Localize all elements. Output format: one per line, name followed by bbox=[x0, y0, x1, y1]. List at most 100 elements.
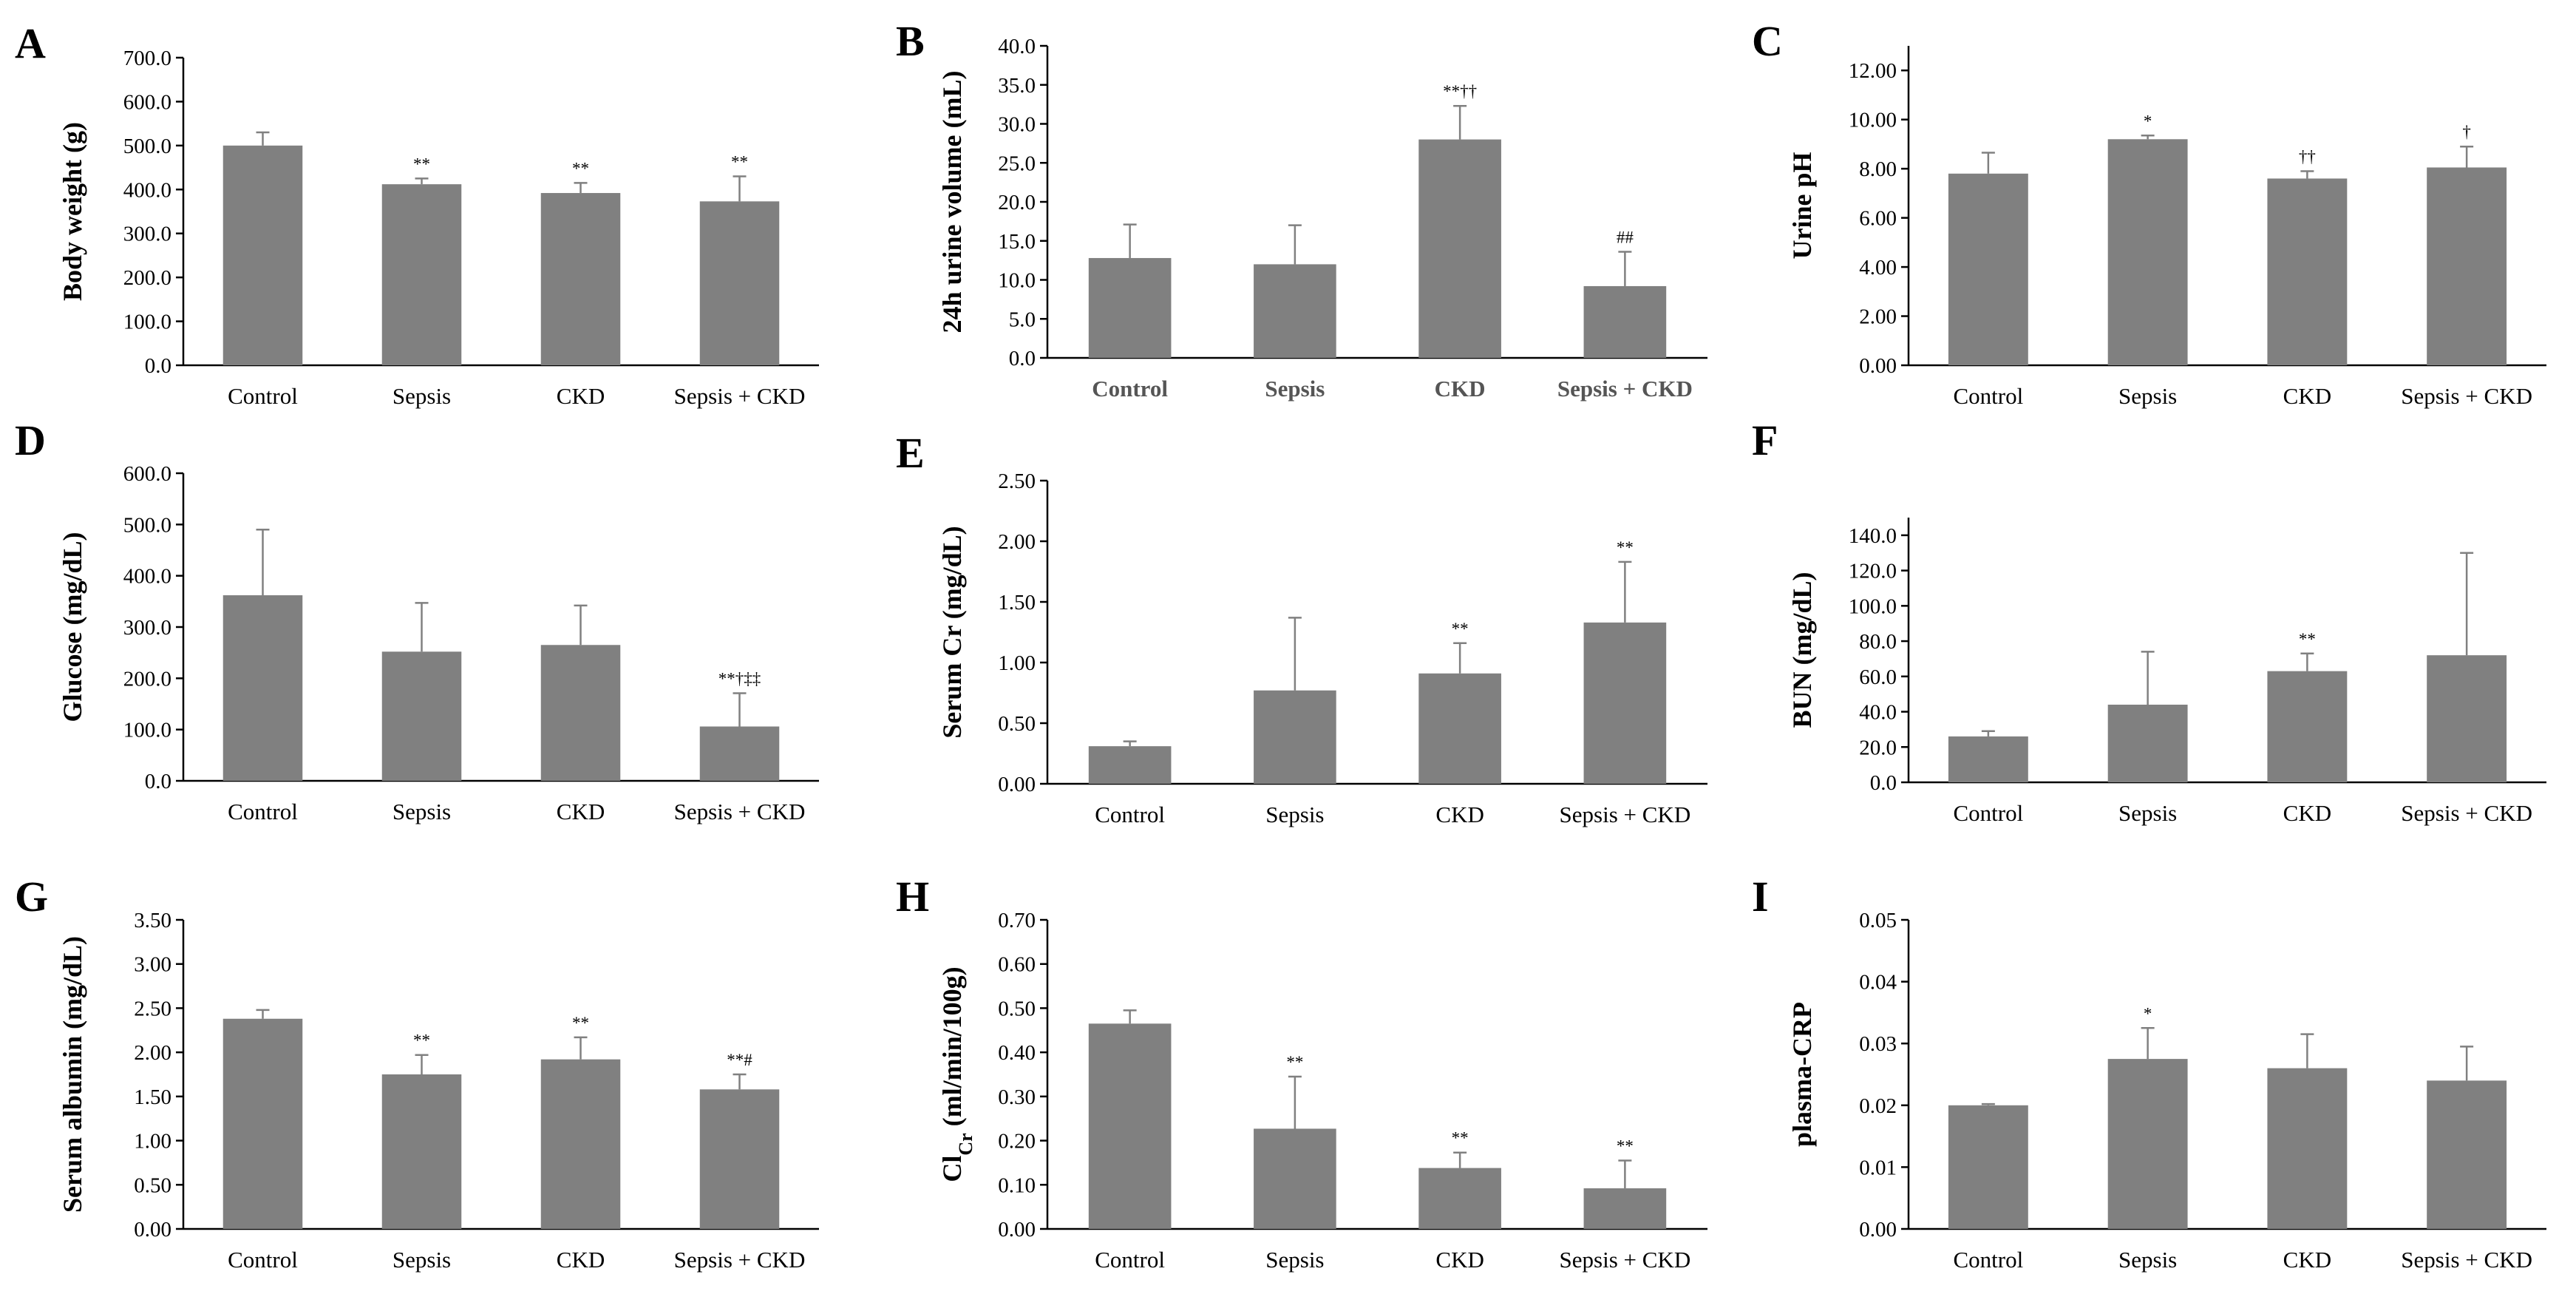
panel-a-bar-0 bbox=[222, 145, 303, 365]
panel-c-ytick-label: 10.00 bbox=[1849, 109, 1897, 132]
panel-i-significance-1: * bbox=[2144, 1004, 2152, 1023]
panel-a-ytick-label: 500.0 bbox=[123, 135, 171, 158]
panel-d-ylabel: Glucose (mg/dL) bbox=[58, 532, 87, 722]
panel-h-ytick-label: 0.70 bbox=[998, 909, 1036, 932]
panel-i-bar-3 bbox=[2427, 1080, 2507, 1229]
panel-i-bar-0 bbox=[1948, 1105, 2028, 1229]
panel-b-category-label-2: CKD bbox=[1435, 376, 1486, 402]
panel-h-significance-3: ** bbox=[1617, 1137, 1634, 1155]
panel-h-ytick-label: 0.00 bbox=[998, 1218, 1036, 1242]
panel-f-ytick-label: 140.0 bbox=[1849, 524, 1897, 548]
panel-d-significance-3: **†‡‡ bbox=[718, 669, 761, 688]
panel-d-bar-2 bbox=[540, 645, 621, 781]
panel-d-category-label-0: Control bbox=[228, 799, 298, 824]
panel-b-category-label-1: Sepsis bbox=[1265, 376, 1325, 402]
panel-c-bar-1 bbox=[2107, 139, 2188, 365]
panel-f-category-label-2: CKD bbox=[2283, 800, 2331, 826]
panel-e-ytick-label: 1.50 bbox=[998, 591, 1036, 614]
panel-a-ylabel: Body weight (g) bbox=[58, 122, 87, 301]
panel-c-ylabel: Urine pH bbox=[1787, 152, 1817, 259]
panel-b-ytick-label: 0.0 bbox=[1009, 347, 1036, 370]
panel-a-category-label-0: Control bbox=[228, 383, 298, 409]
panel-d-ytick-label: 500.0 bbox=[123, 513, 171, 537]
panel-b-ylabel: 24h urine volume (mL) bbox=[937, 71, 967, 333]
panel-e-bar-3 bbox=[1583, 622, 1667, 784]
panel-g-ylabel: Serum albumin (mg/dL) bbox=[58, 936, 87, 1213]
panel-f-significance-2: ** bbox=[2299, 630, 2316, 648]
panel-b-ytick-label: 35.0 bbox=[998, 74, 1036, 98]
panel-e-significance-3: ** bbox=[1617, 538, 1634, 557]
panel-b-category-label-0: Control bbox=[1092, 376, 1168, 402]
panel-a-bar-3 bbox=[699, 201, 780, 365]
panel-b-ytick-label: 40.0 bbox=[998, 35, 1036, 58]
panel-e-category-label-1: Sepsis bbox=[1265, 802, 1324, 827]
panel-d-bar-3 bbox=[699, 726, 780, 781]
panel-f-letter: F bbox=[1752, 416, 1778, 464]
panel-b-ytick-label: 20.0 bbox=[998, 191, 1036, 214]
panel-a-ytick-label: 100.0 bbox=[123, 311, 171, 334]
panel-i-bar-1 bbox=[2107, 1059, 2188, 1229]
panel-h-letter: H bbox=[896, 873, 929, 921]
panel-g-significance-1: ** bbox=[413, 1032, 430, 1050]
panel-e-category-label-3: Sepsis + CKD bbox=[1560, 802, 1691, 827]
panel-f-ylabel: BUN (mg/dL) bbox=[1787, 572, 1817, 728]
panel-e-category-label-0: Control bbox=[1095, 802, 1165, 827]
panel-h-ytick-label: 0.50 bbox=[998, 997, 1036, 1020]
panel-i-bar-2 bbox=[2267, 1068, 2348, 1229]
panel-i-ytick-label: 0.04 bbox=[1859, 971, 1897, 995]
panel-b-bar-0 bbox=[1088, 257, 1172, 358]
panel-a-ytick-label: 200.0 bbox=[123, 266, 171, 290]
panel-f-bar-2 bbox=[2267, 671, 2348, 782]
panel-d: D Glucose (mg/dL) 0.0 100.0 200.0 300.0 400.0 5… bbox=[15, 416, 819, 824]
panel-e-bar-0 bbox=[1088, 746, 1172, 784]
panel-g-letter: G bbox=[15, 873, 48, 921]
panel-h-ytick-label: 0.30 bbox=[998, 1085, 1036, 1109]
panel-f: F BUN (mg/dL) 0.0 20.0 40.0 60.0 80.0 100.0 120.… bbox=[1752, 416, 2546, 826]
panel-c-category-label-3: Sepsis + CKD bbox=[2401, 383, 2532, 409]
panel-a-ytick-label: 600.0 bbox=[123, 90, 171, 114]
panel-c-significance-2: †† bbox=[2299, 147, 2316, 166]
panel-h-ytick-label: 0.20 bbox=[998, 1130, 1036, 1154]
panel-f-bar-3 bbox=[2427, 655, 2507, 782]
panel-b-bar-1 bbox=[1254, 264, 1336, 358]
panel-d-category-label-3: Sepsis + CKD bbox=[674, 799, 806, 824]
panel-i-category-label-0: Control bbox=[1954, 1247, 2024, 1273]
panel-a-category-label-2: CKD bbox=[557, 383, 605, 409]
panel-h-bar-1 bbox=[1254, 1128, 1336, 1229]
panel-g-category-label-1: Sepsis bbox=[392, 1247, 451, 1273]
panel-h-category-label-2: CKD bbox=[1435, 1247, 1484, 1273]
panel-d-bar-1 bbox=[381, 651, 462, 781]
panel-d-ytick-label: 300.0 bbox=[123, 616, 171, 640]
panel-h-ytick-label: 0.40 bbox=[998, 1041, 1036, 1065]
panel-h-ytick-label: 0.60 bbox=[998, 953, 1036, 977]
panel-a-significance-2: ** bbox=[572, 159, 589, 177]
panel-e-ytick-label: 0.50 bbox=[998, 712, 1036, 736]
panel-b-bar-3 bbox=[1583, 285, 1667, 358]
panel-e-bar-2 bbox=[1418, 673, 1501, 784]
panel-e-significance-2: ** bbox=[1452, 620, 1469, 638]
panel-c-bar-0 bbox=[1948, 173, 2028, 366]
panel-g-ytick-label: 2.00 bbox=[134, 1041, 171, 1065]
panel-g-bar-3 bbox=[699, 1089, 780, 1229]
panel-f-category-label-3: Sepsis + CKD bbox=[2401, 800, 2532, 826]
panel-e-ytick-label: 1.00 bbox=[998, 651, 1036, 675]
panel-a-ytick-label: 700.0 bbox=[123, 47, 171, 70]
panel-b-significance-2: **†† bbox=[1443, 82, 1477, 101]
panel-c-category-label-2: CKD bbox=[2283, 383, 2331, 409]
panel-b-ytick-label: 30.0 bbox=[998, 113, 1036, 137]
panel-a-ytick-label: 400.0 bbox=[123, 178, 171, 202]
panel-f-ytick-label: 40.0 bbox=[1859, 701, 1897, 725]
panel-g-category-label-0: Control bbox=[228, 1247, 298, 1273]
panel-g: G Serum albumin (mg/dL) 0.00 0.50 1.00 1.50 2.… bbox=[15, 873, 819, 1273]
panel-i-letter: I bbox=[1752, 873, 1769, 921]
panel-e-ytick-label: 2.00 bbox=[998, 530, 1036, 554]
panel-c-significance-1: * bbox=[2144, 112, 2152, 130]
panel-f-bar-0 bbox=[1948, 736, 2028, 782]
panel-a-category-label-3: Sepsis + CKD bbox=[674, 383, 806, 409]
panel-f-ytick-label: 80.0 bbox=[1859, 630, 1897, 654]
panel-i-category-label-1: Sepsis bbox=[2118, 1247, 2177, 1273]
panel-e: E Serum Cr (mg/dL) 0.00 0.50 1.00 1.50 2.00 2.5… bbox=[896, 429, 1707, 827]
